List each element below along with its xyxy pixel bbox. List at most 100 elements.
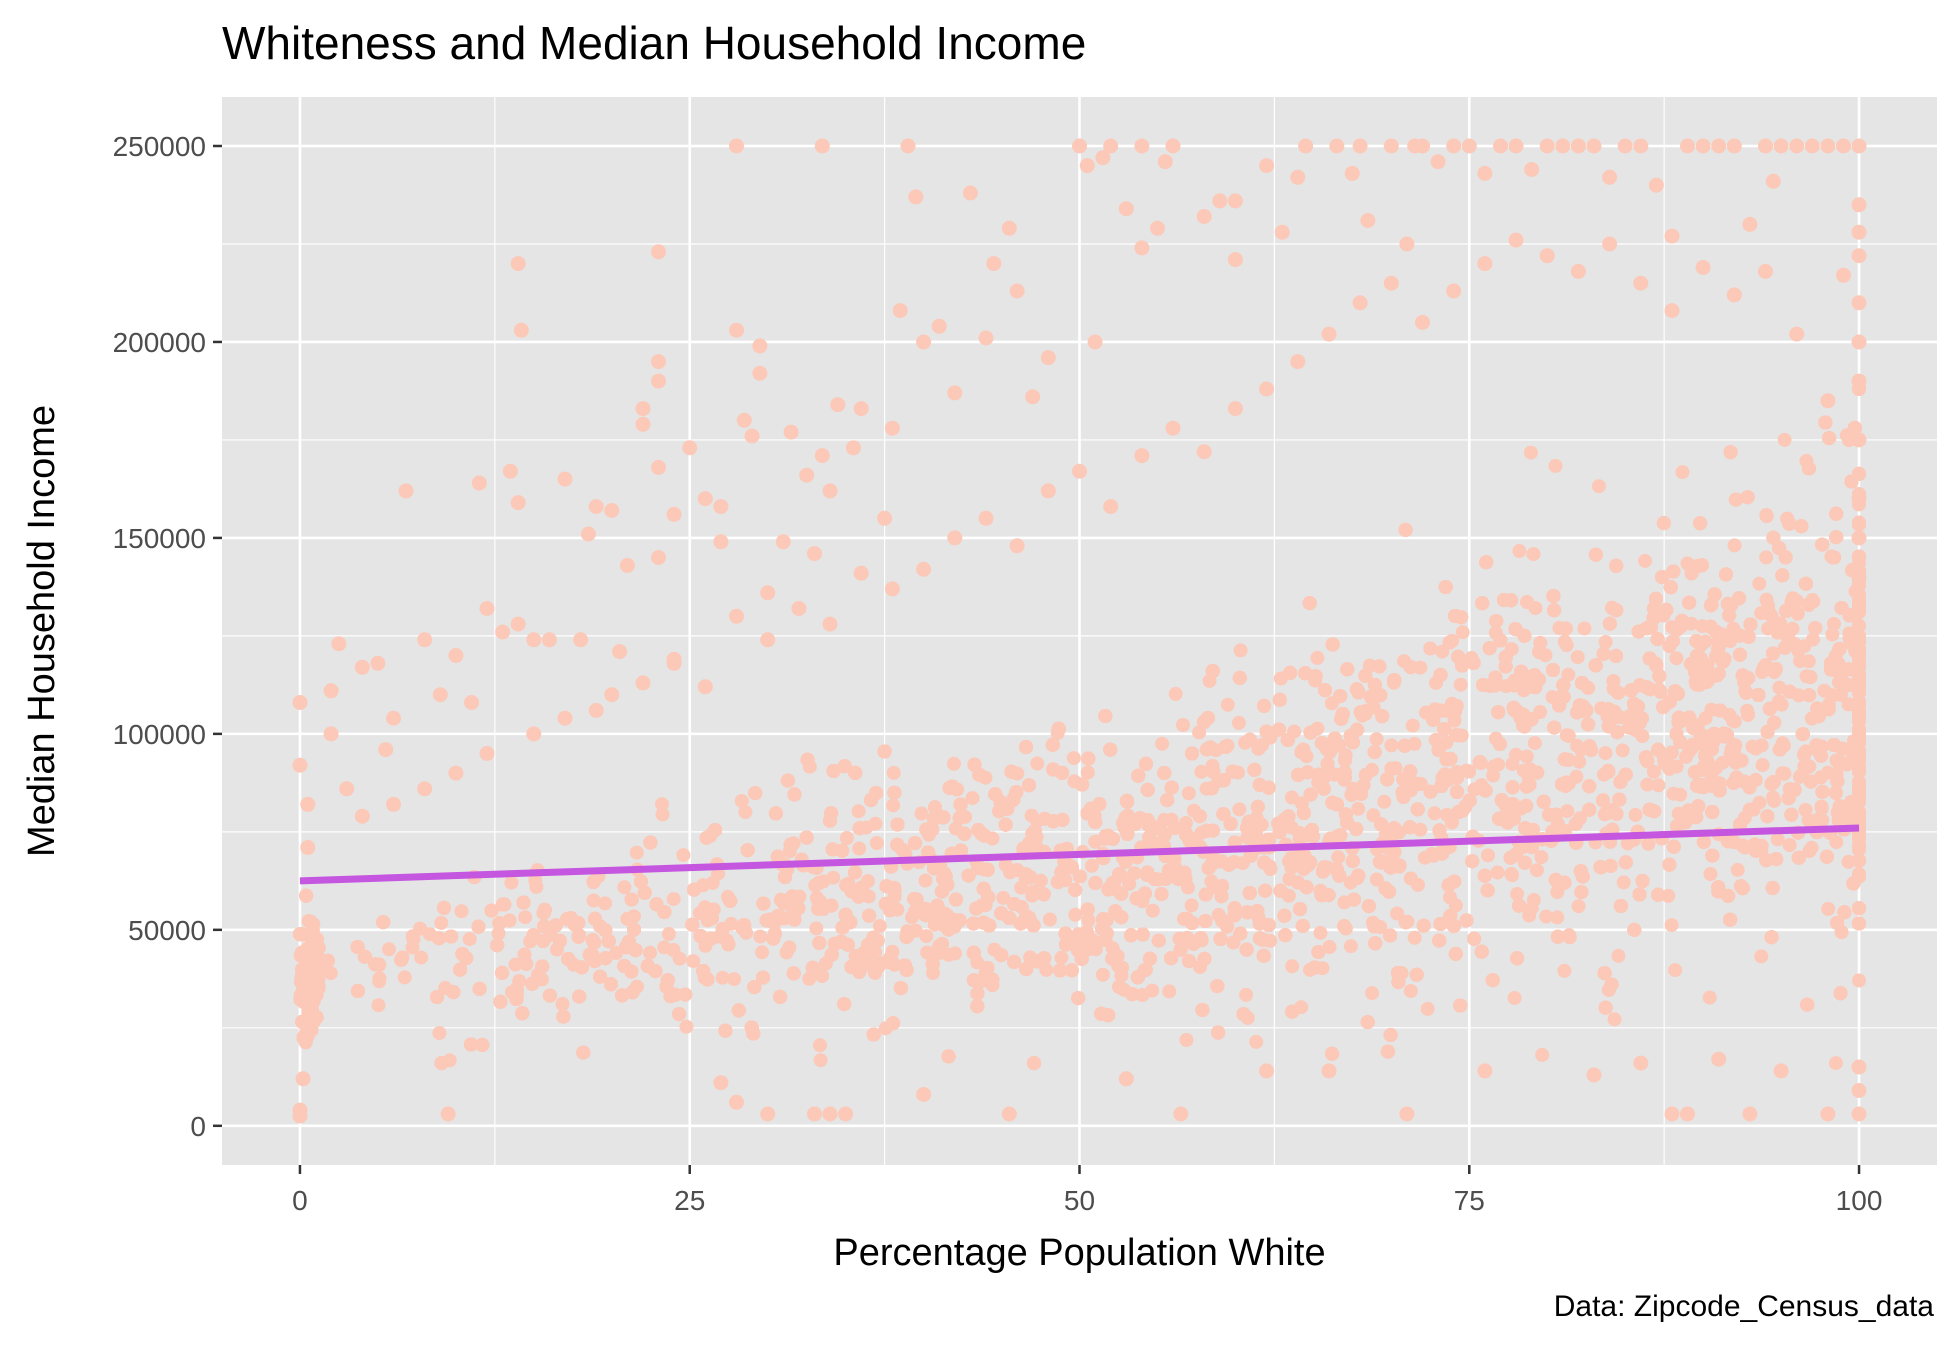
cloud-point: [1369, 872, 1384, 887]
cloud-point: [1030, 756, 1045, 771]
cloud-point: [1790, 606, 1805, 621]
cloud-point: [405, 929, 420, 944]
cloud-point: [1841, 854, 1856, 869]
cloud-point: [1752, 576, 1767, 591]
cloud-point: [1702, 990, 1717, 1005]
cloud-point: [1084, 858, 1099, 873]
cloud-point: [1628, 807, 1643, 822]
cloud-point: [1042, 912, 1057, 927]
cloud-point: [620, 911, 635, 926]
cloud-point: [1802, 844, 1817, 859]
cloud-point: [1526, 547, 1541, 562]
cloud-point: [529, 879, 544, 894]
cloud-point: [405, 940, 420, 955]
cloud-point: [872, 919, 887, 933]
cloud-point: [1310, 650, 1325, 665]
cloud-point: [918, 873, 933, 888]
cloud-point: [1759, 550, 1774, 565]
cloud-point: [1821, 702, 1836, 717]
cloud-point: [1572, 754, 1587, 769]
cloud-point: [1232, 802, 1247, 817]
cloud-point: [1453, 677, 1468, 692]
cloud-point: [1427, 806, 1442, 821]
cloud-point: [1535, 1047, 1550, 1062]
cloud-point: [1313, 925, 1328, 940]
cloud-point: [1039, 962, 1054, 977]
cloud-point: [434, 915, 449, 930]
cloud-point: [1591, 479, 1606, 494]
cloud-point: [1403, 984, 1418, 998]
cloud-point: [1814, 799, 1829, 814]
cloud-point: [504, 875, 519, 890]
cloud-point: [1661, 888, 1676, 903]
cloud-point: [866, 930, 881, 945]
cloud-point: [1331, 850, 1346, 865]
cloud-point: [1615, 743, 1630, 758]
cloud-point: [1162, 984, 1177, 999]
cloud-point: [1828, 1056, 1843, 1071]
cloud-point: [1598, 635, 1613, 649]
cloud-point: [1285, 959, 1300, 974]
cloud-point: [1754, 738, 1769, 753]
cloud-point: [1411, 877, 1425, 892]
cloud-point: [813, 1053, 828, 1068]
cloud-point: [397, 970, 412, 985]
cloud-point: [1577, 621, 1592, 636]
cloud-point: [323, 966, 338, 981]
cloud-point: [1365, 986, 1380, 1001]
cloud-point: [852, 841, 867, 856]
cloud-point: [586, 893, 601, 908]
cloud-point: [1025, 888, 1040, 903]
cloud-point: [1054, 950, 1069, 965]
cloud-point: [1450, 771, 1464, 786]
cloud-point: [1490, 865, 1505, 880]
cloud-point: [1322, 940, 1337, 954]
cloud-point: [1068, 907, 1083, 922]
cloud-point: [919, 929, 934, 944]
cloud-point: [1127, 866, 1142, 881]
cloud-point: [1664, 918, 1679, 933]
cloud-point: [1523, 445, 1538, 460]
cloud-point: [371, 998, 386, 1013]
cloud-point: [1066, 751, 1081, 766]
cloud-point: [1081, 913, 1096, 928]
cloud-point: [1557, 634, 1572, 649]
cloud-point: [1145, 903, 1160, 918]
cloud-point: [1611, 948, 1626, 963]
cloud-point: [1343, 939, 1358, 954]
cloud-point: [1539, 909, 1554, 924]
cloud-point: [1598, 746, 1613, 761]
cloud-point: [629, 845, 644, 860]
cloud-point: [738, 805, 753, 820]
cloud-point: [886, 798, 901, 813]
cloud-point: [1088, 834, 1103, 849]
cloud-point: [715, 970, 730, 985]
cloud-point: [666, 892, 681, 907]
cloud-point: [1810, 812, 1825, 827]
cloud-point: [1759, 509, 1774, 524]
cloud-point: [965, 791, 980, 806]
point-cloud: [293, 374, 1866, 1071]
cloud-point: [1560, 804, 1575, 819]
cloud-point: [948, 946, 962, 961]
cloud-point: [1390, 906, 1405, 921]
cloud-point: [946, 756, 961, 771]
cloud-point: [1239, 987, 1254, 1002]
cloud-point: [1181, 786, 1196, 801]
cloud-point: [1510, 887, 1525, 901]
cloud-point: [1607, 1012, 1622, 1027]
cloud-point: [1516, 763, 1531, 778]
cloud-point: [1176, 718, 1190, 732]
cloud-point: [1351, 801, 1366, 816]
cloud-point: [1666, 634, 1681, 649]
cloud-point: [792, 889, 807, 904]
cloud-point: [1369, 732, 1384, 747]
cloud-point: [1638, 553, 1653, 568]
cloud-point: [1641, 836, 1656, 851]
cloud-point: [734, 794, 749, 808]
cloud-point: [454, 904, 469, 919]
cloud-point: [1114, 968, 1129, 983]
cloud-point: [1366, 808, 1381, 823]
cloud-point: [779, 945, 794, 960]
